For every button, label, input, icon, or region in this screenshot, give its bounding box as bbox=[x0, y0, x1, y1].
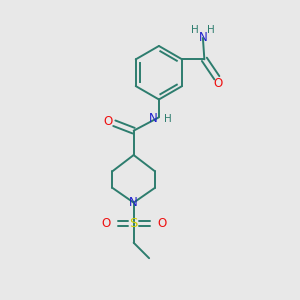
Text: O: O bbox=[101, 217, 110, 230]
Text: O: O bbox=[214, 76, 223, 90]
Text: O: O bbox=[103, 115, 112, 128]
Text: N: N bbox=[129, 196, 138, 209]
Text: H: H bbox=[207, 25, 215, 34]
Text: N: N bbox=[149, 112, 158, 125]
Text: N: N bbox=[199, 32, 207, 44]
Text: O: O bbox=[157, 217, 166, 230]
Text: H: H bbox=[191, 25, 198, 34]
Text: H: H bbox=[164, 114, 172, 124]
Text: S: S bbox=[130, 217, 138, 230]
